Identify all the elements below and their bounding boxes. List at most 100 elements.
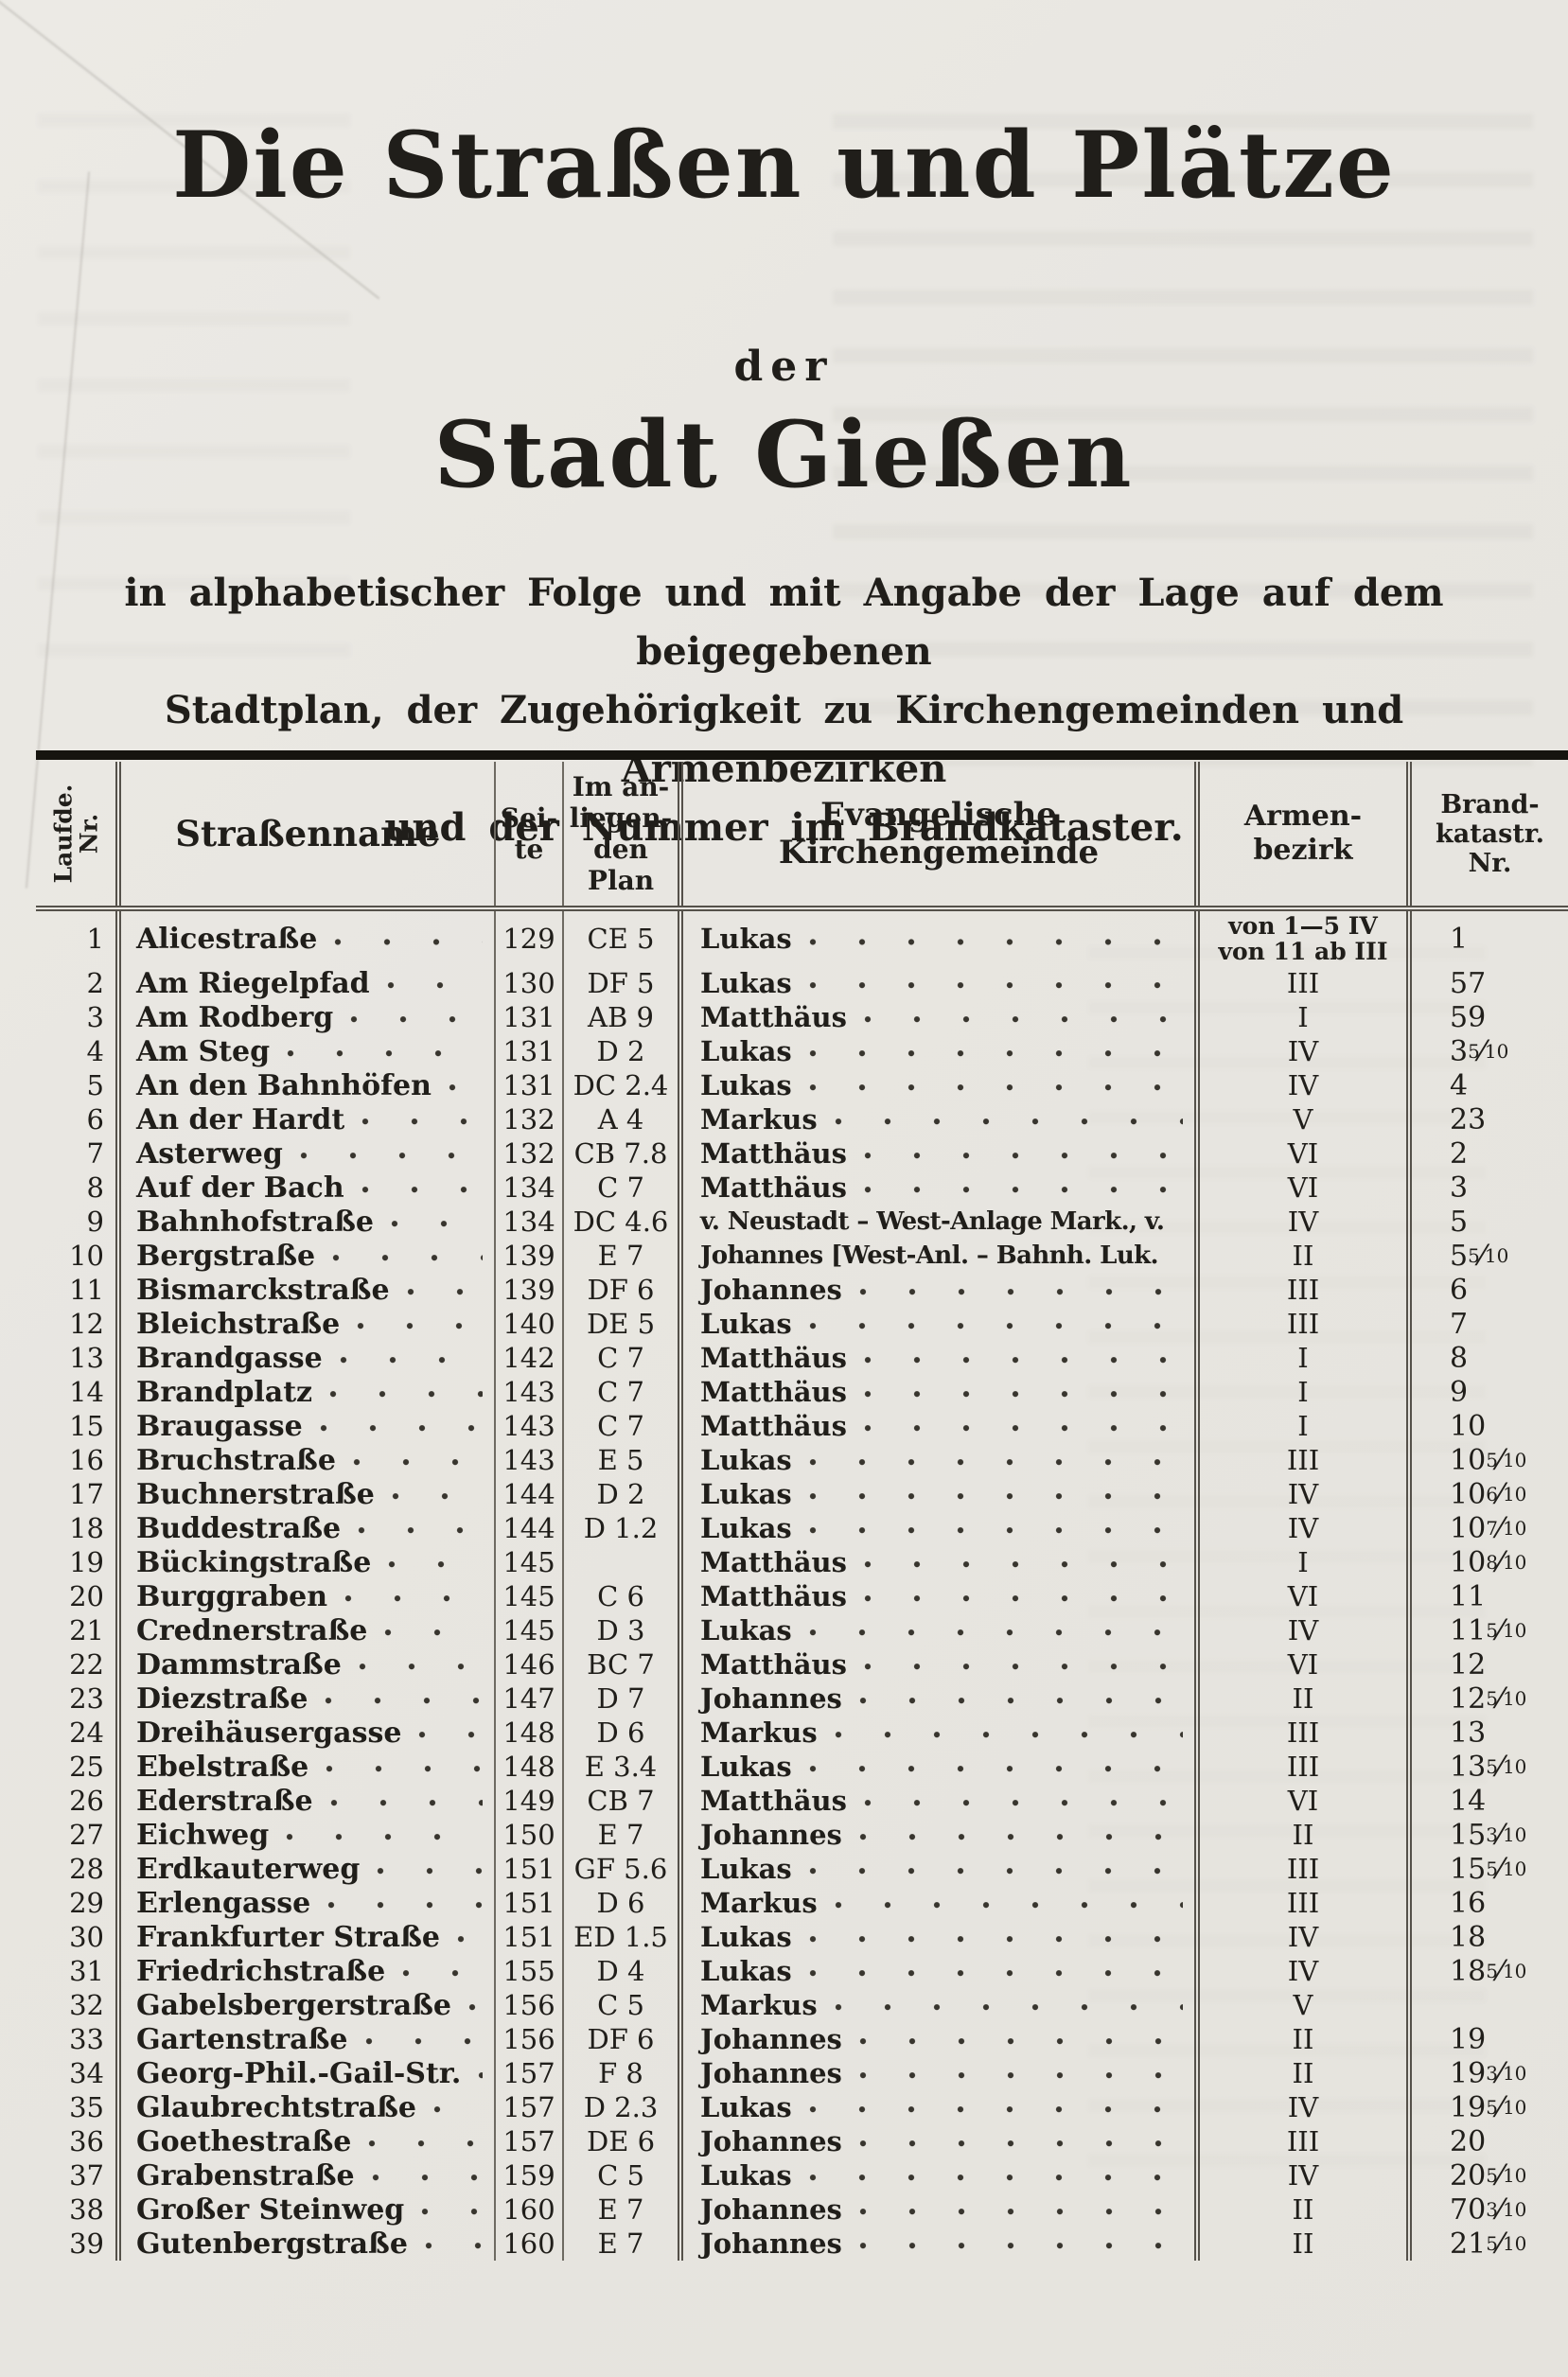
table-row: 28 Erdkauterweg 151 GF 5.6 Lukas III 15 5 ⁄ 10 <box>36 1852 1568 1886</box>
row-number-cell: 19 <box>69 1546 104 1578</box>
armenbezirk-cell: III <box>1194 1716 1406 1750</box>
seite-cell: 146 <box>494 1647 562 1682</box>
street-name-cell: Bruchstraße <box>115 1443 494 1477</box>
brandkataster-cell: 15 3 ⁄ 10 <box>1406 1818 1568 1852</box>
plan-cell: DE 6 <box>562 2124 678 2158</box>
plan-cell: DC 4.6 <box>562 1205 678 1239</box>
row-number-cell: 29 <box>69 1887 104 1919</box>
kirchengemeinde-cell: Matthäus <box>678 1784 1194 1818</box>
armenbezirk-cell: IV <box>1194 1511 1406 1545</box>
page-title-line2: der <box>733 343 835 391</box>
dot-leader <box>371 2158 483 2192</box>
dot-leader <box>863 1409 1183 1443</box>
kirchengemeinde-cell: Lukas <box>678 2090 1194 2124</box>
plan-cell: ED 1.5 <box>562 1920 678 1954</box>
brandkataster-cell: 3 5 ⁄ 10 <box>1406 1034 1568 1068</box>
kirchengemeinde-cell: Matthäus <box>678 1000 1194 1034</box>
dot-leader <box>361 1171 483 1205</box>
plan-cell: E 5 <box>562 1443 678 1477</box>
table-row: 19 Bückingstraße 145 Matthäus I 10 8 ⁄ 10 <box>36 1545 1568 1579</box>
armenbezirk-cell: VI <box>1194 1171 1406 1205</box>
brandkataster-cell: 57 <box>1406 966 1568 1000</box>
brandkataster-cell: 18 5 ⁄ 10 <box>1406 1954 1568 1988</box>
dot-leader <box>863 1171 1183 1205</box>
row-number-cell: 10 <box>69 1240 104 1272</box>
armenbezirk-cell: IV <box>1194 1920 1406 1954</box>
dot-leader <box>325 1682 483 1716</box>
seite-cell: 157 <box>494 2090 562 2124</box>
dot-leader <box>424 2227 483 2261</box>
table-row: 32 Gabelsbergerstraße 156 C 5 Markus V <box>36 1988 1568 2022</box>
seite-cell: 147 <box>494 1682 562 1716</box>
row-number-cell: 25 <box>69 1751 104 1783</box>
dot-leader <box>368 2124 483 2158</box>
seite-cell: 156 <box>494 2022 562 2056</box>
header-seite: Sei- te <box>494 762 562 906</box>
dot-leader <box>863 1647 1183 1682</box>
dot-leader <box>327 1886 483 1920</box>
kirchengemeinde-cell: Markus <box>678 1102 1194 1136</box>
brandkataster-cell: 11 5 ⁄ 10 <box>1406 1613 1568 1647</box>
plan-cell: DE 5 <box>562 1307 678 1341</box>
dot-leader <box>808 1852 1183 1886</box>
brandkataster-cell: 10 7 ⁄ 10 <box>1406 1511 1568 1545</box>
row-number-cell: 34 <box>69 2057 104 2089</box>
street-name-cell: Alicestraße <box>115 911 494 966</box>
seite-cell: 132 <box>494 1102 562 1136</box>
dot-leader <box>364 2022 483 2056</box>
dot-leader <box>808 2090 1183 2124</box>
table-row: 2 Am Riegelpfad 130 DF 5 Lukas III 57 <box>36 966 1568 1000</box>
armenbezirk-cell: VI <box>1194 1136 1406 1171</box>
table-row: 14 Brandplatz 143 C 7 Matthäus I 9 <box>36 1375 1568 1409</box>
row-number-cell: 8 <box>86 1171 104 1204</box>
row-number-cell: 15 <box>69 1410 104 1442</box>
table-header-row: Laufde. Nr. Straßenname Sei- te Im an- l… <box>36 762 1568 911</box>
dot-leader <box>391 1205 483 1239</box>
street-name-cell: Gutenbergstraße <box>115 2227 494 2261</box>
streets-table: Laufde. Nr. Straßenname Sei- te Im an- l… <box>36 750 1568 2261</box>
seite-cell: 131 <box>494 1034 562 1068</box>
dot-leader <box>808 911 1183 966</box>
brandkataster-cell: 15 5 ⁄ 10 <box>1406 1852 1568 1886</box>
row-number-cell: 33 <box>69 2023 104 2055</box>
street-name-cell: Friedrichstraße <box>115 1954 494 1988</box>
dot-leader <box>357 1307 483 1341</box>
row-number-cell: 37 <box>69 2159 104 2192</box>
seite-cell: 144 <box>494 1511 562 1545</box>
dot-leader <box>329 1375 483 1409</box>
plan-cell: D 3 <box>562 1613 678 1647</box>
dot-leader <box>808 1954 1183 1988</box>
street-name-cell: Gartenstraße <box>115 2022 494 2056</box>
kirchengemeinde-cell: Johannes <box>678 1818 1194 1852</box>
brandkataster-cell: 1 <box>1406 911 1568 966</box>
armenbezirk-cell: IV <box>1194 2090 1406 2124</box>
header-brandkataster: Brand- katastr. Nr. <box>1406 762 1568 906</box>
street-name-cell: Grabenstraße <box>115 2158 494 2192</box>
plan-cell: BC 7 <box>562 1647 678 1682</box>
brandkataster-cell: 6 <box>1406 1273 1568 1307</box>
seite-cell: 134 <box>494 1171 562 1205</box>
brandkataster-cell: 9 <box>1406 1375 1568 1409</box>
brandkataster-cell: 16 <box>1406 1886 1568 1920</box>
armenbezirk-cell: II <box>1194 2022 1406 2056</box>
row-number-cell: 11 <box>69 1274 104 1306</box>
dot-leader <box>863 1375 1183 1409</box>
plan-cell <box>562 1545 678 1579</box>
street-name-cell: Dreihäusergasse <box>115 1716 494 1750</box>
table-row: 38 Großer Steinweg 160 E 7 Johannes II 70 3 ⁄ 10 <box>36 2192 1568 2227</box>
dot-leader <box>319 1409 483 1443</box>
dot-leader <box>808 1307 1183 1341</box>
brandkataster-cell: 19 5 ⁄ 10 <box>1406 2090 1568 2124</box>
row-number-cell: 12 <box>69 1308 104 1340</box>
street-name-cell: Gabelsbergerstraße <box>115 1988 494 2022</box>
table-row: 13 Brandgasse 142 C 7 Matthäus I 8 <box>36 1341 1568 1375</box>
table-row: 34 Georg-Phil.-Gail-Str. 157 F 8 Johannes II 1… <box>36 2056 1568 2090</box>
street-name-cell: Brandplatz <box>115 1375 494 1409</box>
brandkataster-cell: 19 3 ⁄ 10 <box>1406 2056 1568 2090</box>
seite-cell: 131 <box>494 1000 562 1034</box>
table-row: 15 Braugasse 143 C 7 Matthäus I 10 <box>36 1409 1568 1443</box>
armenbezirk-cell: II <box>1194 2056 1406 2090</box>
plan-cell: D 2 <box>562 1477 678 1511</box>
street-name-cell: Burggraben <box>115 1579 494 1613</box>
kirchengemeinde-cell: Lukas <box>678 1750 1194 1784</box>
